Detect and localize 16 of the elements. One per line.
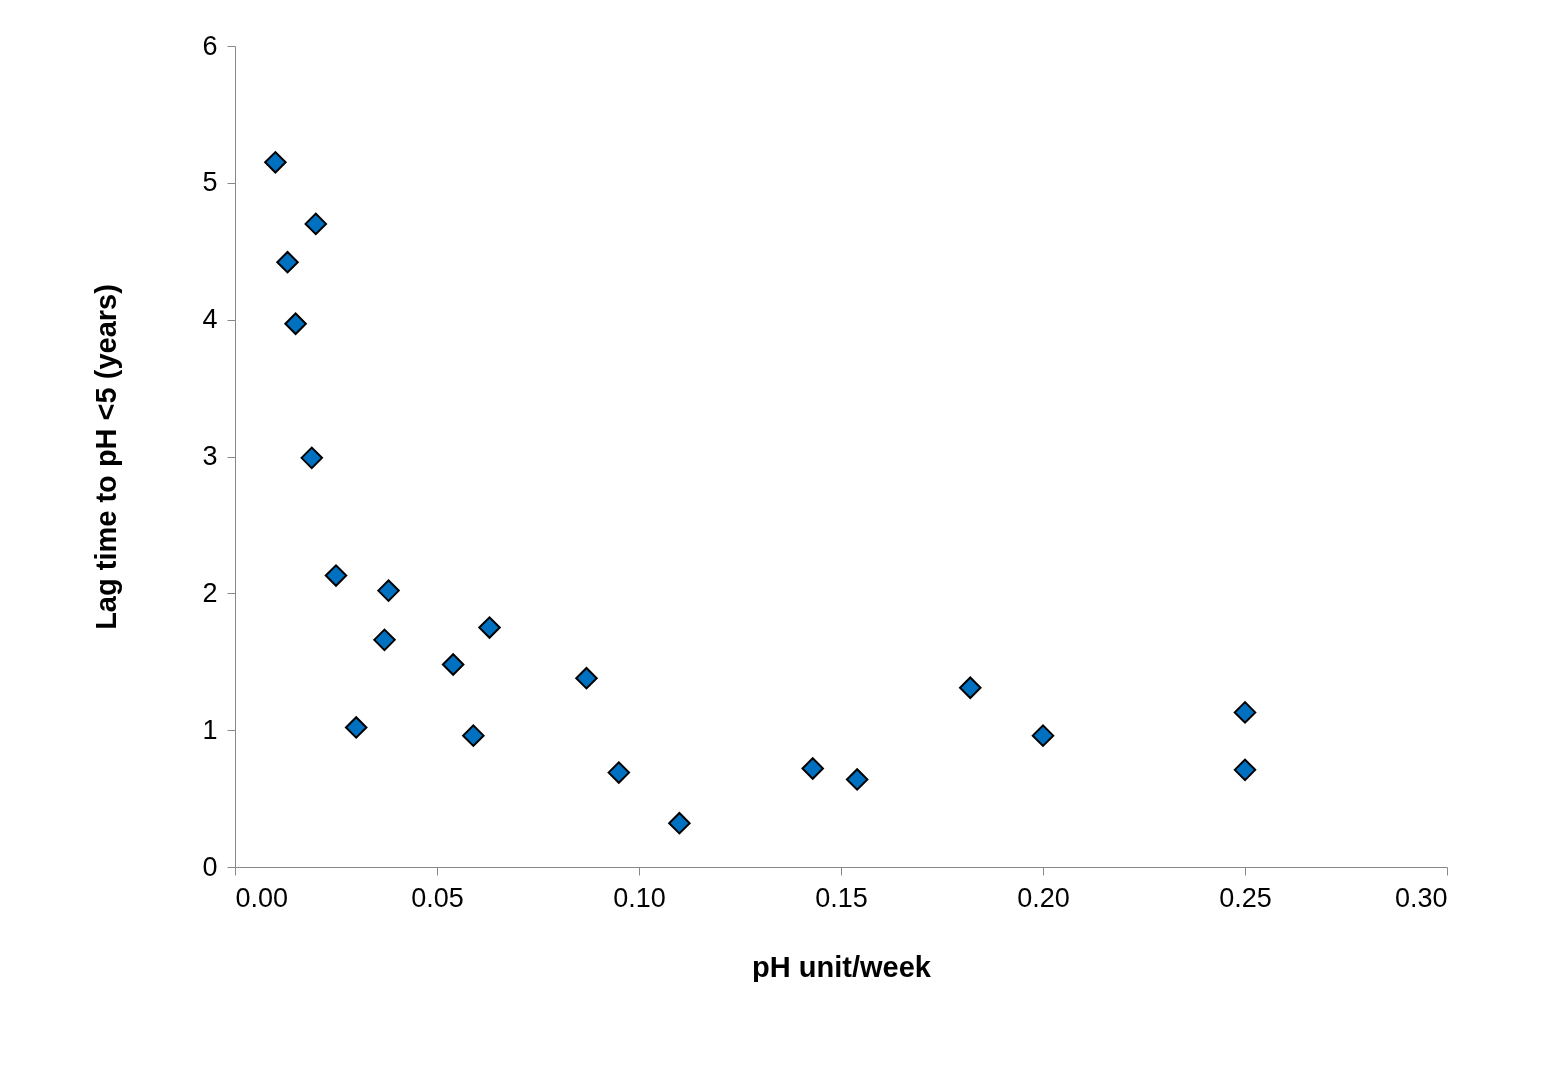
y-tick-label: 0	[202, 851, 218, 882]
x-tick-label: 0.20	[1017, 882, 1070, 913]
x-axis-title: pH unit/week	[752, 950, 932, 983]
x-tick-label: 0.05	[411, 882, 464, 913]
x-tick-label: 0.10	[613, 882, 666, 913]
y-tick-label: 3	[202, 441, 218, 471]
x-tick-label: 0.15	[815, 882, 868, 913]
x-tick-label: 0.00	[235, 882, 289, 913]
y-axis-title: Lag time to pH <5 (years)	[90, 284, 123, 630]
x-tick-label: 0.30	[1394, 882, 1448, 913]
y-tick-label: 2	[202, 577, 218, 608]
x-tick-label: 0.25	[1219, 882, 1272, 913]
y-tick-label: 5	[202, 167, 218, 198]
y-tick-label: 1	[202, 714, 218, 745]
y-tick-label: 4	[202, 304, 218, 335]
y-tick-label: 6	[202, 30, 218, 61]
